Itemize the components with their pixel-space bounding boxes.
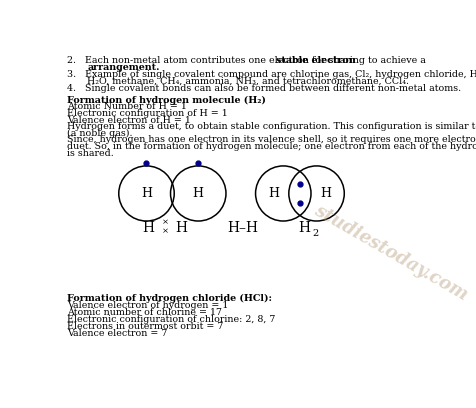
Text: H–H: H–H: [227, 221, 258, 235]
Text: 2.   Each non-metal atom contributes one electron for sharing to achieve a: 2. Each non-metal atom contributes one e…: [67, 56, 428, 65]
Text: Formation of hydrogen molecule (H₂): Formation of hydrogen molecule (H₂): [67, 95, 265, 104]
Text: Electronic configuration of chlorine: 2, 8, 7: Electronic configuration of chlorine: 2,…: [67, 315, 275, 324]
Text: Since, hydrogen has one electron in its valence shell, so it requires one more e: Since, hydrogen has one electron in its …: [67, 135, 476, 144]
Text: H: H: [319, 187, 331, 200]
Text: Valence electron = 7: Valence electron = 7: [67, 329, 167, 338]
Text: is shared.: is shared.: [67, 149, 114, 157]
Text: Valence electron of hydrogen = 1: Valence electron of hydrogen = 1: [67, 301, 228, 310]
Text: ×: ×: [161, 218, 168, 226]
Text: ×: ×: [161, 227, 168, 235]
Text: H: H: [141, 187, 152, 200]
Text: Atomic number of chlorine = 17: Atomic number of chlorine = 17: [67, 308, 221, 317]
Text: H: H: [298, 221, 309, 235]
Text: H: H: [268, 187, 279, 200]
Text: duet. So, in the formation of hydrogen molecule; one electron from each of the h: duet. So, in the formation of hydrogen m…: [67, 142, 476, 151]
Text: H: H: [175, 221, 187, 235]
Text: arrangement.: arrangement.: [87, 63, 159, 72]
Text: 4.   Single covalent bonds can also be formed between different non-metal atoms.: 4. Single covalent bonds can also be for…: [67, 84, 460, 93]
Text: 3.   Example of single covalent compound are chlorine gas, Cl₂, hydrogen chlorid: 3. Example of single covalent compound a…: [67, 70, 476, 79]
Text: 2: 2: [311, 229, 317, 238]
Text: Hydrogen forms a duet, to obtain stable configuration. This configuration is sim: Hydrogen forms a duet, to obtain stable …: [67, 122, 476, 131]
Text: Electronic configuration of H = 1: Electronic configuration of H = 1: [67, 109, 228, 118]
Text: Formation of hydrogen chloride (HCl):: Formation of hydrogen chloride (HCl):: [67, 294, 271, 303]
Text: (a noble gas).: (a noble gas).: [67, 129, 132, 138]
Text: Valence electron of H = 1: Valence electron of H = 1: [67, 115, 190, 124]
Text: stable electron: stable electron: [275, 56, 355, 65]
Text: H: H: [142, 221, 154, 235]
Text: H: H: [192, 187, 203, 200]
Text: Atomic Number of H = 1: Atomic Number of H = 1: [67, 102, 187, 111]
Text: H₂O, methane, CH₄, ammonia, NH₃, and tetrachloromethane, CCl₄.: H₂O, methane, CH₄, ammonia, NH₃, and tet…: [87, 77, 408, 86]
Text: Electrons in outermost orbit = 7: Electrons in outermost orbit = 7: [67, 322, 223, 331]
Text: studiestoday.com: studiestoday.com: [310, 202, 470, 304]
